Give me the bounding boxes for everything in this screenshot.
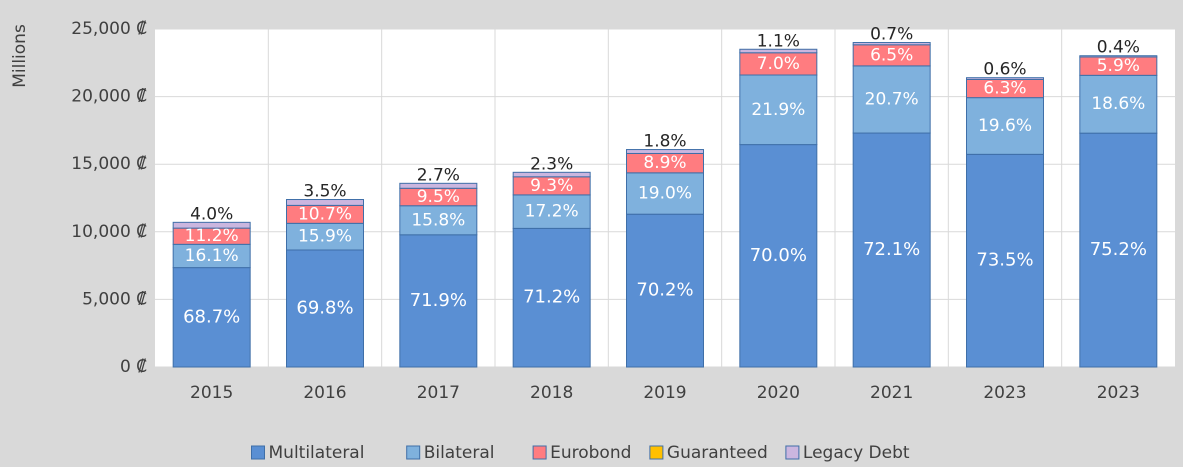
bar-segment: [852, 65, 931, 134]
bar-segment: [172, 267, 251, 368]
data-label: 4.0%: [190, 204, 233, 224]
data-label: 21.9%: [751, 100, 805, 120]
data-label: 1.8%: [643, 132, 686, 152]
x-tick-label: 2017: [417, 383, 460, 403]
data-label: 9.3%: [530, 176, 573, 196]
bar-segment: [1079, 55, 1158, 58]
data-label: 2.7%: [417, 165, 460, 185]
bar-segment: [286, 199, 364, 206]
bar-segment: [172, 221, 251, 229]
bar-segment: [852, 132, 931, 368]
legend-label: Bilateral: [424, 443, 495, 463]
bar-segment: [512, 227, 591, 368]
bar-segment: [286, 249, 364, 368]
data-label: 15.9%: [298, 227, 352, 247]
data-label: 75.2%: [1090, 239, 1147, 260]
data-label: 73.5%: [976, 250, 1033, 271]
bar-segment: [739, 144, 818, 368]
data-label: 71.9%: [410, 290, 467, 311]
bar-segment: [512, 194, 591, 229]
bar-segment: [852, 42, 931, 46]
x-tick-label: 2016: [303, 383, 346, 403]
y-tick-label: 0 ₡: [120, 357, 147, 377]
data-label: 6.3%: [983, 79, 1026, 99]
y-tick-label: 10,000 ₡: [71, 222, 147, 242]
data-label: 0.7%: [870, 25, 913, 45]
bar-segment: [966, 77, 1044, 80]
x-tick-label: 2023: [983, 383, 1026, 403]
data-label: 16.1%: [185, 246, 239, 266]
data-label: 68.7%: [183, 306, 240, 327]
y-tick-label: 20,000 ₡: [71, 87, 147, 107]
bar-segment: [399, 234, 478, 368]
data-label: 7.0%: [757, 54, 800, 74]
bar-segment: [399, 205, 478, 236]
x-tick-label: 2018: [530, 383, 573, 403]
data-label: 70.2%: [636, 280, 693, 301]
y-tick-label: 5,000 ₡: [82, 289, 147, 309]
bar-segment: [399, 182, 478, 189]
x-tick-label: 2019: [643, 383, 686, 403]
data-label: 15.8%: [411, 210, 465, 230]
legend-swatch: [785, 445, 800, 460]
data-label: 1.1%: [757, 31, 800, 51]
data-label: 0.6%: [983, 60, 1026, 80]
bar-segment: [739, 48, 818, 54]
legend-label: Guaranteed: [667, 443, 768, 463]
data-label: 18.6%: [1091, 94, 1145, 114]
y-tick-label: 25,000 ₡: [71, 19, 147, 39]
data-label: 17.2%: [525, 202, 579, 222]
data-label: 70.0%: [750, 245, 807, 266]
legend-swatch: [532, 445, 547, 460]
data-label: 8.9%: [643, 153, 686, 173]
bar-segment: [626, 213, 704, 368]
data-label: 72.1%: [863, 239, 920, 260]
bar-segment: [966, 97, 1044, 155]
data-label: 5.9%: [1097, 56, 1140, 76]
y-axis-label: Millions: [10, 24, 30, 88]
data-label: 19.0%: [638, 184, 692, 204]
legend-swatch: [251, 445, 265, 460]
x-tick-label: 2021: [870, 383, 913, 403]
x-tick-label: 2015: [190, 383, 233, 403]
data-label: 9.5%: [417, 187, 460, 207]
bar-segment: [512, 171, 591, 178]
data-label: 20.7%: [865, 89, 919, 109]
legend-swatch: [649, 445, 664, 460]
legend-label: Multilateral: [269, 443, 365, 463]
y-tick-label: 15,000 ₡: [71, 154, 147, 174]
data-label: 2.3%: [530, 154, 573, 174]
bar-segment: [286, 222, 364, 251]
data-label: 69.8%: [296, 297, 353, 318]
data-label: 71.2%: [523, 287, 580, 308]
data-label: 11.2%: [185, 226, 239, 246]
data-label: 6.5%: [870, 45, 913, 65]
legend-label: Legacy Debt: [803, 443, 910, 463]
x-tick-label: 2023: [1097, 383, 1140, 403]
bar-segment: [626, 149, 704, 154]
data-label: 10.7%: [298, 204, 352, 224]
legend-swatch: [406, 445, 421, 460]
bar-segment: [966, 153, 1044, 368]
bar-segment: [1079, 74, 1158, 134]
data-label: 0.4%: [1097, 38, 1140, 58]
bar-segment: [626, 172, 704, 215]
x-tick-label: 2020: [757, 383, 800, 403]
data-label: 3.5%: [303, 182, 346, 202]
data-label: 19.6%: [978, 116, 1032, 136]
legend-label: Eurobond: [550, 443, 631, 463]
